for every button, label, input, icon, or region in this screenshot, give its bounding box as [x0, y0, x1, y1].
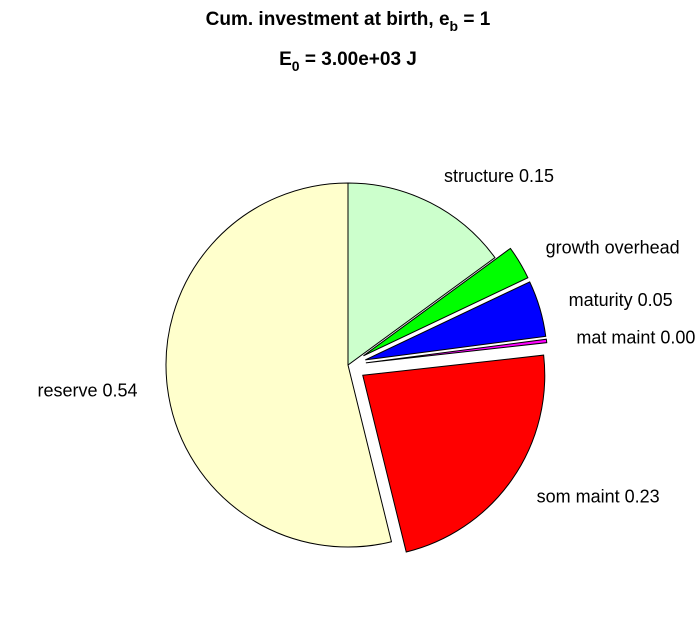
pie-slice-mat-maint — [365, 338, 548, 364]
slice-label: maturity 0.05 — [569, 290, 673, 310]
pie-slice-growth — [363, 247, 529, 357]
chart-title-line-2: E0 = 3.00e+03 J — [279, 49, 417, 74]
slice-label: som maint 0.23 — [537, 487, 660, 507]
pie-slice-structure — [347, 182, 496, 366]
pie-slice-maturity — [365, 281, 547, 361]
slice-label: growth overhead — [546, 237, 680, 257]
chart-title-line-1: Cum. investment at birth, eb = 1 — [205, 9, 491, 34]
slice-label: structure 0.15 — [444, 166, 554, 186]
slice-label: mat maint 0.00 — [576, 327, 695, 347]
slice-label: reserve 0.54 — [37, 381, 137, 401]
pie-slice-reserve — [165, 182, 393, 548]
pie-slice-som-maint — [362, 354, 546, 553]
